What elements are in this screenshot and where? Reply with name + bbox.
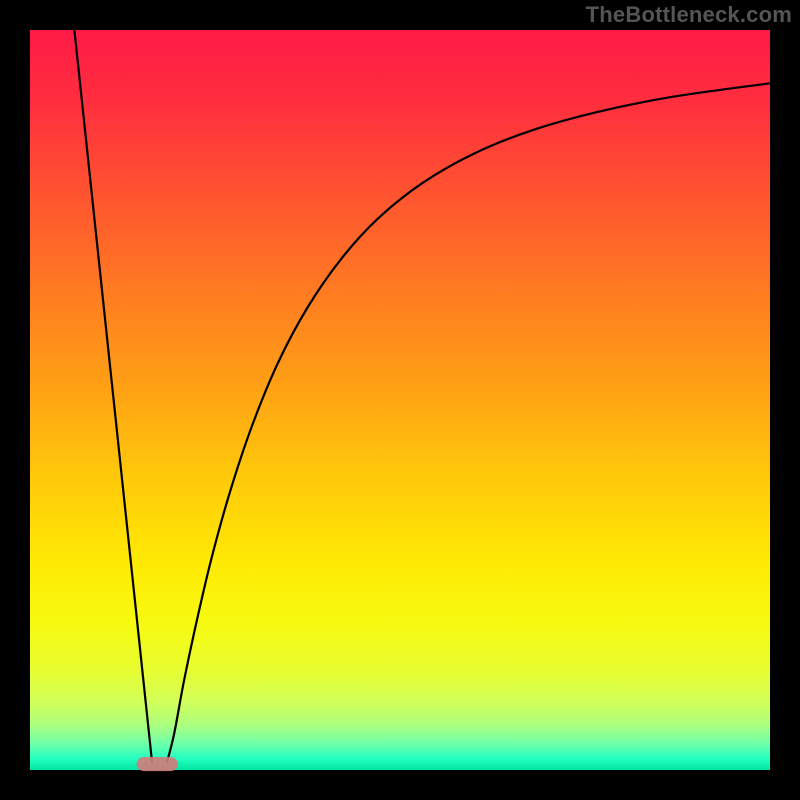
bottleneck-marker-capsule (137, 757, 178, 771)
chart-root: TheBottleneck.com (0, 0, 800, 800)
bottleneck-chart-svg (0, 0, 800, 800)
